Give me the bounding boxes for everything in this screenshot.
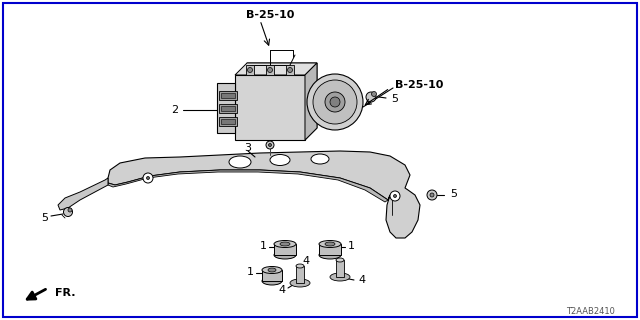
Ellipse shape [229, 156, 251, 168]
Bar [219, 91, 237, 100]
Ellipse shape [296, 264, 304, 268]
Circle shape [366, 92, 376, 102]
Text: 1: 1 [260, 241, 267, 251]
Ellipse shape [274, 251, 296, 259]
Bar [286, 65, 294, 75]
Ellipse shape [319, 251, 341, 259]
Circle shape [313, 80, 357, 124]
Bar [262, 270, 282, 281]
Text: 1: 1 [348, 241, 355, 251]
Bar [266, 65, 274, 75]
Text: 5: 5 [450, 189, 457, 199]
Polygon shape [305, 63, 317, 140]
Ellipse shape [311, 154, 329, 164]
Ellipse shape [262, 267, 282, 274]
Bar [221, 93, 235, 98]
Text: 2: 2 [172, 105, 179, 115]
Circle shape [287, 68, 292, 73]
Text: 1: 1 [247, 267, 254, 277]
Text: 5: 5 [41, 213, 48, 223]
Circle shape [307, 74, 363, 130]
Circle shape [63, 207, 72, 217]
Bar [246, 65, 254, 75]
Circle shape [427, 190, 437, 200]
Circle shape [390, 191, 400, 201]
Text: 3: 3 [244, 143, 252, 153]
Ellipse shape [319, 241, 341, 247]
Circle shape [371, 92, 376, 97]
Ellipse shape [290, 279, 310, 287]
Ellipse shape [330, 273, 350, 281]
Bar [296, 266, 304, 283]
Circle shape [430, 193, 434, 197]
Text: B-25-10: B-25-10 [395, 80, 444, 90]
Bar [274, 244, 296, 255]
Text: B-25-10: B-25-10 [246, 10, 294, 20]
Ellipse shape [274, 241, 296, 247]
Text: 5: 5 [391, 94, 398, 104]
Circle shape [269, 143, 271, 147]
Polygon shape [58, 178, 108, 210]
Circle shape [268, 68, 273, 73]
Bar [221, 119, 235, 124]
Polygon shape [217, 83, 235, 133]
Text: 4: 4 [279, 285, 286, 295]
Ellipse shape [268, 268, 276, 272]
Circle shape [325, 92, 345, 112]
Bar [219, 117, 237, 126]
Circle shape [248, 68, 253, 73]
Polygon shape [247, 63, 317, 140]
Polygon shape [108, 151, 420, 238]
Text: FR.: FR. [55, 288, 76, 298]
Bar [219, 104, 237, 113]
Ellipse shape [325, 242, 335, 246]
Circle shape [68, 208, 72, 212]
Bar [221, 106, 235, 111]
Circle shape [143, 173, 153, 183]
Ellipse shape [280, 242, 290, 246]
Text: 4: 4 [358, 275, 365, 285]
Circle shape [394, 195, 397, 197]
Polygon shape [108, 170, 388, 202]
Circle shape [330, 97, 340, 107]
Circle shape [147, 177, 150, 180]
Text: T2AAB2410: T2AAB2410 [566, 308, 614, 316]
Circle shape [266, 141, 274, 149]
Text: 4: 4 [302, 256, 309, 266]
Polygon shape [235, 63, 317, 75]
Bar [319, 244, 341, 255]
Ellipse shape [270, 155, 290, 165]
Ellipse shape [336, 258, 344, 262]
Bar [336, 260, 344, 277]
Ellipse shape [262, 277, 282, 285]
Polygon shape [235, 75, 305, 140]
